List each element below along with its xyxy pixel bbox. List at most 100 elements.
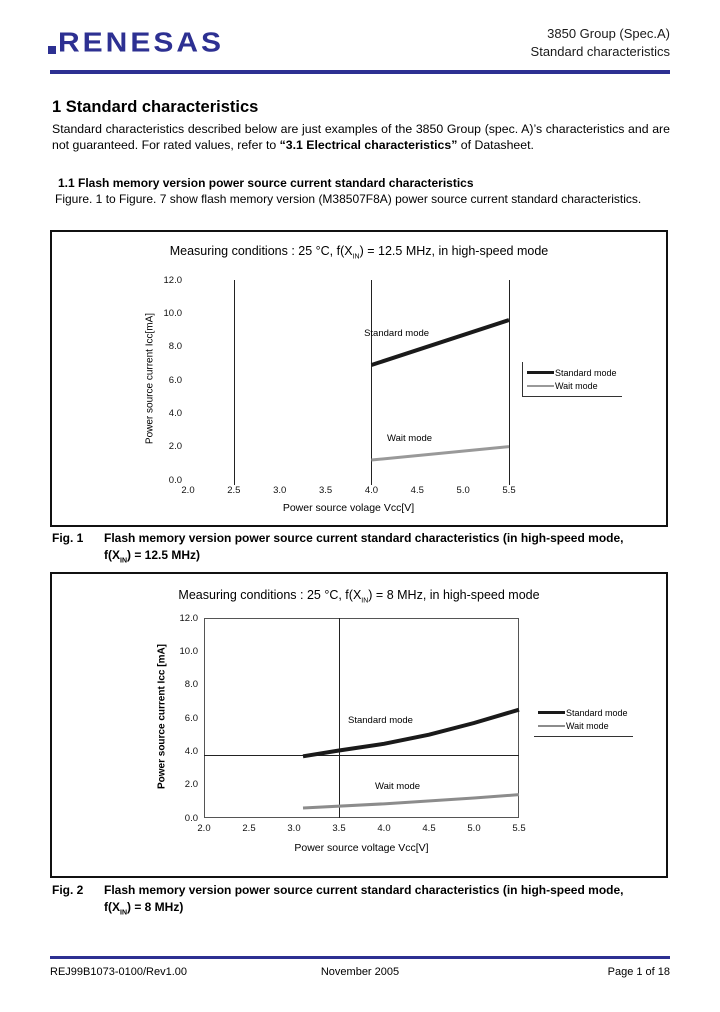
- x-tick-label: 5.0: [467, 823, 481, 834]
- y-tick-label: 2.0: [184, 779, 198, 791]
- logo-dot-icon: [48, 46, 56, 54]
- section-body: Standard characteristics described below…: [52, 122, 670, 153]
- y-tick-label: 4.0: [184, 745, 198, 757]
- x-tick-label: 3.5: [332, 823, 346, 834]
- figure-2-caption-sub: IN: [120, 908, 127, 916]
- figure-1-chart: Measuring conditions : 25 °C, f(XIN) = 1…: [50, 230, 668, 527]
- footer: REJ99B1073-0100/Rev1.00 November 2005 Pa…: [50, 966, 670, 978]
- x-tick-label: 4.0: [377, 823, 391, 834]
- figure-1-caption-sub: IN: [120, 556, 127, 564]
- legend-line-sample-icon: [527, 384, 554, 387]
- section-body-bold: “3.1 Electrical characteristics”: [279, 137, 458, 152]
- series-label-standard-mode: Standard mode: [348, 714, 413, 726]
- y-tick-label: 2.0: [168, 441, 182, 453]
- footer-rule: [50, 956, 670, 959]
- y-tick-label: 0.0: [168, 474, 182, 486]
- figure-2-caption-line2-pre: f(X: [104, 899, 120, 914]
- header-title-block: 3850 Group (Spec.A) Standard characteris…: [531, 25, 670, 60]
- figure-1-caption: Fig. 1 Flash memory version power source…: [52, 530, 670, 569]
- legend-label: Wait mode: [566, 720, 609, 731]
- figure-1-caption-text: Flash memory version power source curren…: [104, 530, 624, 569]
- chart-2-title: Measuring conditions : 25 °C, f(XIN) = 8…: [52, 588, 666, 605]
- x-tick-label: 4.0: [364, 485, 379, 496]
- section-body-pre: Standard characteristics described below…: [52, 122, 670, 152]
- vertical-gridline: [371, 280, 373, 485]
- footer-page-number: Page 1 of 18: [607, 966, 671, 978]
- figure-1-caption-line1: Flash memory version power source curren…: [104, 531, 624, 545]
- y-tick-label: 4.0: [168, 407, 182, 419]
- legend-entry: Wait mode: [527, 379, 617, 392]
- chart-2-title-pre: Measuring conditions : 25 °C, f(X: [178, 588, 362, 602]
- y-tick-label: 0.0: [184, 812, 198, 824]
- legend-entry: Standard mode: [527, 366, 617, 379]
- chart-2-x-axis-title: Power source voltage Vcc[V]: [294, 842, 429, 854]
- subsection-body: Figure. 1 to Figure. 7 show flash memory…: [55, 192, 642, 206]
- header-rule: [50, 70, 670, 74]
- chart-2-title-sub: IN: [361, 597, 369, 605]
- header-product-title: 3850 Group (Spec.A): [547, 26, 670, 41]
- chart-2-title-post: ) = 8 MHz, in high-speed mode: [368, 588, 540, 602]
- y-tick-label: 8.0: [184, 679, 198, 691]
- section-heading: 1 Standard characteristics: [52, 98, 259, 116]
- legend-label: Standard mode: [566, 707, 628, 718]
- figure-2-caption-line1: Flash memory version power source curren…: [104, 883, 624, 897]
- chart-2-legend: Standard mode Wait mode: [534, 702, 633, 737]
- x-tick-label: 2.0: [197, 823, 211, 834]
- y-tick-label: 6.0: [184, 712, 198, 724]
- figure-2-caption-line2-post: ) = 8 MHz): [127, 899, 184, 914]
- horizontal-gridline: [204, 754, 519, 756]
- series-label-wait-mode: Wait mode: [375, 781, 421, 793]
- figure-2-caption-text: Flash memory version power source curren…: [104, 882, 624, 921]
- x-tick-label: 2.0: [181, 485, 195, 496]
- legend-line-sample-icon: [527, 371, 554, 374]
- legend-label: Wait mode: [555, 380, 598, 391]
- figure-2-label: Fig. 2: [52, 883, 84, 897]
- legend-line-sample-icon: [538, 724, 565, 727]
- figure-2-chart: Measuring conditions : 25 °C, f(XIN) = 8…: [50, 572, 668, 878]
- y-tick-label: 12.0: [179, 612, 199, 624]
- x-tick-label: 4.5: [422, 823, 436, 834]
- logo-wordmark: RENESAS: [58, 27, 225, 58]
- series-line-wait-mode: [371, 445, 510, 462]
- figure-2-caption: Fig. 2 Flash memory version power source…: [52, 882, 670, 921]
- chart-1-title-sub: IN: [352, 253, 360, 261]
- figure-1-caption-line2-pre: f(X: [104, 547, 120, 562]
- figure-1-label: Fig. 1: [52, 531, 84, 545]
- y-tick-label: 8.0: [168, 341, 182, 353]
- x-tick-label: 2.5: [227, 485, 241, 496]
- series-label-wait-mode: Wait mode: [387, 433, 433, 445]
- x-tick-label: 3.0: [287, 823, 301, 834]
- chart-1-legend: Standard mode Wait mode: [522, 362, 622, 397]
- x-tick-label: 5.5: [502, 485, 516, 496]
- y-tick-label: 10.0: [179, 645, 199, 657]
- legend-entry: Wait mode: [538, 719, 628, 732]
- vertical-gridline: [339, 618, 340, 818]
- chart-1-title-post: ) = 12.5 MHz, in high-speed mode: [359, 244, 549, 258]
- vertical-gridline: [509, 280, 510, 485]
- x-tick-label: 4.5: [410, 485, 424, 496]
- figure-1-caption-line2-post: ) = 12.5 MHz): [127, 547, 201, 562]
- y-tick-label: 6.0: [168, 374, 182, 386]
- chart-1-title: Measuring conditions : 25 °C, f(XIN) = 1…: [52, 244, 666, 261]
- y-tick-label: 10.0: [163, 307, 183, 319]
- legend-entry: Standard mode: [538, 706, 628, 719]
- x-tick-label: 5.0: [456, 485, 470, 496]
- x-tick-label: 3.5: [318, 485, 333, 496]
- renesas-logo: RENESAS: [48, 28, 224, 58]
- footer-doc-number: REJ99B1073-0100/Rev1.00: [50, 966, 187, 978]
- legend-line-sample-icon: [538, 711, 565, 714]
- x-tick-label: 2.5: [242, 823, 256, 834]
- subsection-heading: 1.1 Flash memory version power source cu…: [58, 176, 474, 190]
- series-label-standard-mode: Standard mode: [364, 327, 430, 339]
- footer-date: November 2005: [320, 966, 400, 978]
- vertical-gridline: [233, 280, 235, 485]
- x-tick-label: 3.0: [273, 485, 287, 496]
- header-subtitle: Standard characteristics: [530, 43, 670, 59]
- section-body-post: of Datasheet.: [457, 137, 534, 152]
- y-tick-label: 12.0: [163, 274, 183, 286]
- chart-1-x-axis-title: Power source volage Vcc[V]: [282, 502, 415, 514]
- x-tick-label: 5.5: [512, 823, 526, 834]
- chart-1-title-pre: Measuring conditions : 25 °C, f(X: [169, 244, 353, 258]
- legend-label: Standard mode: [555, 367, 617, 378]
